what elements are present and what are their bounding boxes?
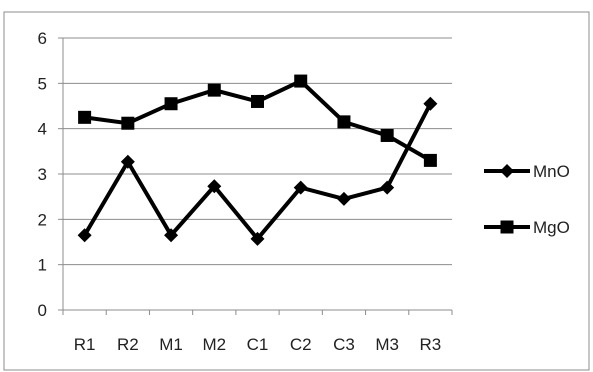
data-point-mno	[380, 180, 395, 195]
x-tick-label: C1	[247, 335, 269, 354]
data-point-mno	[164, 228, 179, 243]
series-line-mgo	[84, 78, 432, 163]
gridlines	[63, 37, 452, 266]
data-point-mgo	[164, 97, 178, 111]
series-line-mno	[82, 102, 433, 242]
x-tick-label: M2	[202, 335, 226, 354]
x-tick-label: R2	[117, 335, 139, 354]
series	[77, 74, 438, 246]
data-point-mgo	[251, 94, 264, 108]
series-mgo	[78, 74, 437, 167]
data-point-mgo	[294, 74, 308, 88]
data-point-mno	[207, 179, 222, 194]
axes	[58, 37, 453, 315]
y-tick-label: 1	[38, 256, 47, 275]
data-point-mno	[77, 228, 92, 243]
y-tick-label: 0	[38, 301, 47, 320]
data-point-mgo	[207, 83, 221, 97]
y-tick-labels: 0 1 2 3 4 5 6	[38, 29, 47, 320]
x-tick-labels: R1 R2 M1 M2 C1 C2 C3 M3 R3	[74, 335, 442, 354]
y-tick-label: 4	[38, 120, 47, 139]
x-tick-label: C2	[290, 335, 312, 354]
x-tick-label: C3	[333, 335, 355, 354]
x-tick-label: M3	[375, 335, 399, 354]
data-point-mno	[293, 180, 308, 195]
y-tick-label: 5	[38, 74, 47, 93]
x-tick-label: R1	[74, 335, 96, 354]
data-point-mgo	[121, 116, 135, 130]
legend: MnO MgO	[484, 162, 570, 237]
data-point-mno	[120, 154, 135, 169]
data-point-mno	[423, 96, 438, 111]
x-tick-label: R3	[420, 335, 442, 354]
legend-item-mno: MnO	[484, 162, 570, 181]
y-tick-label: 6	[38, 29, 47, 48]
data-point-mno	[250, 231, 265, 246]
y-tick-label: 3	[38, 165, 47, 184]
series-mno	[77, 96, 438, 246]
y-tick-label: 2	[38, 210, 47, 229]
legend-label-mno: MnO	[533, 162, 570, 181]
data-point-mgo	[78, 110, 92, 124]
x-tick-label: M1	[159, 335, 183, 354]
legend-marker-mno	[500, 164, 514, 178]
data-point-mgo	[337, 115, 351, 129]
legend-item-mgo: MgO	[484, 218, 570, 237]
data-point-mgo	[380, 128, 394, 142]
legend-marker-mgo	[500, 220, 514, 234]
legend-label-mgo: MgO	[533, 218, 570, 237]
chart-frame	[3, 11, 590, 371]
data-point-mno	[336, 191, 351, 206]
data-point-mgo	[423, 153, 437, 167]
